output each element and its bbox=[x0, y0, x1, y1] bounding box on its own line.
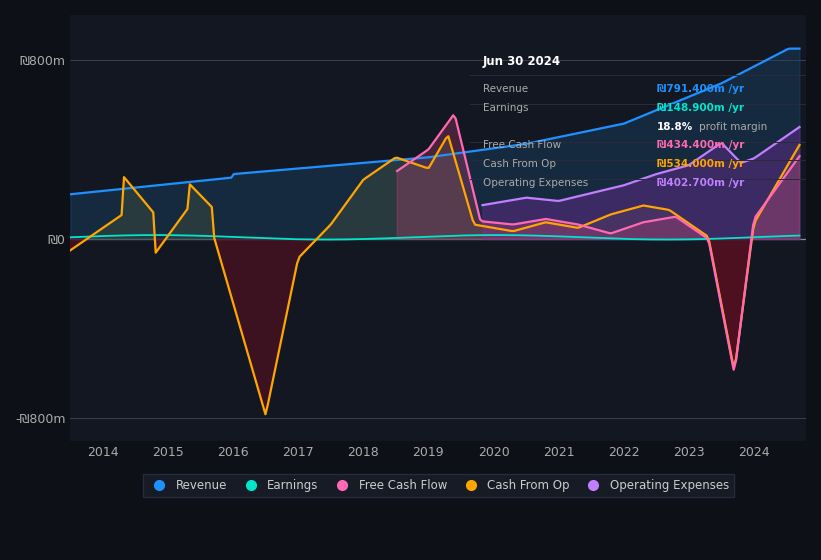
Text: profit margin: profit margin bbox=[699, 123, 768, 133]
Text: ₪148.900m /yr: ₪148.900m /yr bbox=[657, 104, 744, 113]
Text: ₪534.000m /yr: ₪534.000m /yr bbox=[657, 159, 745, 169]
Text: Cash From Op: Cash From Op bbox=[483, 159, 556, 169]
Text: Earnings: Earnings bbox=[483, 104, 529, 113]
Text: ₪791.400m /yr: ₪791.400m /yr bbox=[657, 84, 745, 94]
Text: Free Cash Flow: Free Cash Flow bbox=[483, 140, 561, 150]
Text: ₪434.400m /yr: ₪434.400m /yr bbox=[657, 140, 745, 150]
Text: Jun 30 2024: Jun 30 2024 bbox=[483, 55, 561, 68]
Text: Revenue: Revenue bbox=[483, 84, 528, 94]
Text: Operating Expenses: Operating Expenses bbox=[483, 178, 589, 188]
Text: 18.8%: 18.8% bbox=[657, 123, 694, 133]
Legend: Revenue, Earnings, Free Cash Flow, Cash From Op, Operating Expenses: Revenue, Earnings, Free Cash Flow, Cash … bbox=[143, 474, 734, 497]
Text: ₪402.700m /yr: ₪402.700m /yr bbox=[657, 178, 745, 188]
